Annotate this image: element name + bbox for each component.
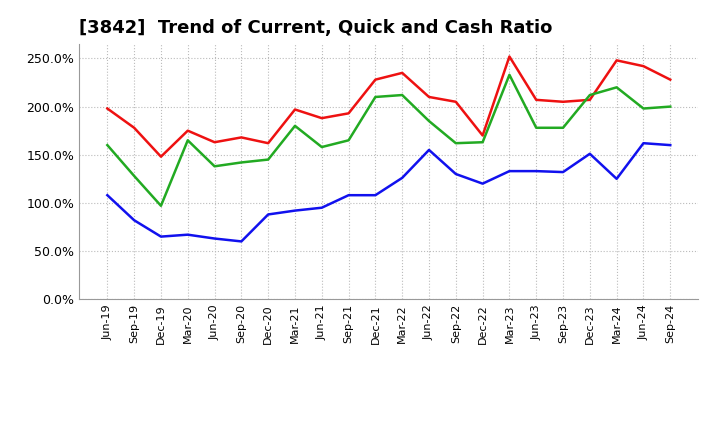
Cash Ratio bbox=[371, 193, 379, 198]
Current Ratio bbox=[237, 135, 246, 140]
Cash Ratio bbox=[505, 169, 514, 174]
Quick Ratio bbox=[291, 123, 300, 128]
Quick Ratio bbox=[532, 125, 541, 130]
Current Ratio bbox=[639, 63, 648, 69]
Quick Ratio bbox=[425, 118, 433, 124]
Current Ratio bbox=[612, 58, 621, 63]
Quick Ratio bbox=[612, 84, 621, 90]
Current Ratio bbox=[210, 139, 219, 145]
Quick Ratio bbox=[398, 92, 407, 98]
Current Ratio bbox=[559, 99, 567, 104]
Cash Ratio bbox=[264, 212, 272, 217]
Quick Ratio bbox=[666, 104, 675, 109]
Quick Ratio bbox=[585, 92, 594, 98]
Text: [3842]  Trend of Current, Quick and Cash Ratio: [3842] Trend of Current, Quick and Cash … bbox=[79, 19, 552, 37]
Quick Ratio bbox=[318, 144, 326, 150]
Quick Ratio bbox=[264, 157, 272, 162]
Cash Ratio bbox=[291, 208, 300, 213]
Cash Ratio bbox=[157, 234, 166, 239]
Current Ratio bbox=[184, 128, 192, 133]
Quick Ratio bbox=[184, 138, 192, 143]
Quick Ratio bbox=[157, 203, 166, 209]
Quick Ratio bbox=[210, 164, 219, 169]
Current Ratio bbox=[157, 154, 166, 159]
Current Ratio bbox=[451, 99, 460, 104]
Cash Ratio bbox=[130, 218, 138, 223]
Cash Ratio bbox=[184, 232, 192, 237]
Quick Ratio bbox=[478, 139, 487, 145]
Current Ratio bbox=[478, 133, 487, 138]
Current Ratio bbox=[666, 77, 675, 82]
Quick Ratio bbox=[505, 72, 514, 77]
Cash Ratio bbox=[666, 143, 675, 148]
Quick Ratio bbox=[559, 125, 567, 130]
Current Ratio bbox=[398, 70, 407, 76]
Current Ratio bbox=[532, 97, 541, 103]
Current Ratio bbox=[371, 77, 379, 82]
Cash Ratio bbox=[344, 193, 353, 198]
Current Ratio bbox=[344, 111, 353, 116]
Cash Ratio bbox=[210, 236, 219, 241]
Cash Ratio bbox=[103, 193, 112, 198]
Cash Ratio bbox=[425, 147, 433, 153]
Current Ratio bbox=[425, 94, 433, 99]
Cash Ratio bbox=[237, 239, 246, 244]
Quick Ratio bbox=[451, 140, 460, 146]
Cash Ratio bbox=[612, 176, 621, 181]
Current Ratio bbox=[505, 54, 514, 59]
Current Ratio bbox=[264, 140, 272, 146]
Current Ratio bbox=[103, 106, 112, 111]
Quick Ratio bbox=[103, 143, 112, 148]
Line: Quick Ratio: Quick Ratio bbox=[107, 75, 670, 206]
Cash Ratio bbox=[318, 205, 326, 210]
Line: Cash Ratio: Cash Ratio bbox=[107, 143, 670, 242]
Quick Ratio bbox=[371, 94, 379, 99]
Current Ratio bbox=[318, 116, 326, 121]
Legend: Current Ratio, Quick Ratio, Cash Ratio: Current Ratio, Quick Ratio, Cash Ratio bbox=[163, 439, 614, 440]
Current Ratio bbox=[291, 107, 300, 112]
Current Ratio bbox=[130, 125, 138, 130]
Current Ratio bbox=[585, 97, 594, 103]
Cash Ratio bbox=[451, 171, 460, 176]
Cash Ratio bbox=[478, 181, 487, 186]
Cash Ratio bbox=[398, 175, 407, 180]
Quick Ratio bbox=[130, 173, 138, 179]
Quick Ratio bbox=[237, 160, 246, 165]
Cash Ratio bbox=[532, 169, 541, 174]
Cash Ratio bbox=[585, 151, 594, 157]
Cash Ratio bbox=[559, 169, 567, 175]
Quick Ratio bbox=[639, 106, 648, 111]
Quick Ratio bbox=[344, 138, 353, 143]
Line: Current Ratio: Current Ratio bbox=[107, 56, 670, 157]
Cash Ratio bbox=[639, 140, 648, 146]
